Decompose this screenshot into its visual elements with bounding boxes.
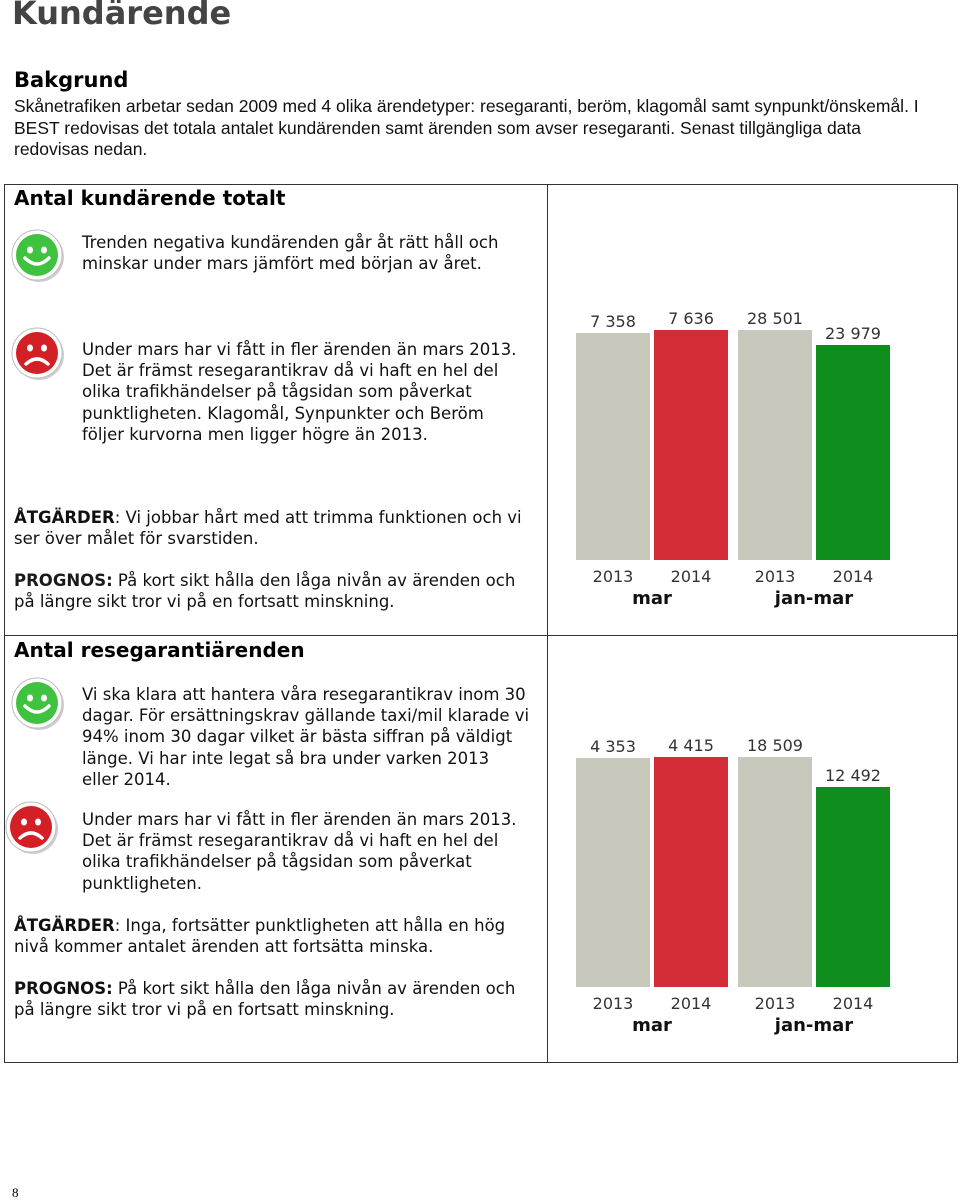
bar-value-label: 12 492 (825, 766, 881, 785)
group-label-jan-mar: jan-mar (774, 1015, 854, 1036)
forecast-paragraph: PROGNOS: På kort sikt hålla den låga niv… (14, 978, 534, 1020)
bar-jan-mar-2014 (816, 787, 890, 987)
section-resegaranti-title: Antal resegarantiärenden (14, 638, 305, 662)
section-total-title: Antal kundärende totalt (14, 186, 286, 210)
actions-label: ÅTGÄRDER (14, 508, 115, 527)
section-total-divider (547, 184, 548, 636)
happy-face-icon (11, 677, 64, 730)
forecast-paragraph: PROGNOS: På kort sikt hålla den låga niv… (14, 570, 534, 612)
forecast-label: PROGNOS: (14, 979, 113, 998)
negative-trend-text: Under mars har vi fått in fler ärenden ä… (82, 340, 517, 444)
actions-paragraph: ÅTGÄRDER: Vi jobbar hårt med att trimma … (14, 507, 534, 549)
bar-jan-mar-2013 (738, 330, 812, 560)
bar-value-label: 18 509 (747, 736, 803, 755)
bar-value-label: 28 501 (747, 309, 803, 328)
bar-year-label: 2014 (671, 567, 712, 586)
bar-value-label: 7 636 (668, 309, 714, 328)
section-resegaranti-box (4, 635, 958, 1063)
bar-year-label: 2014 (671, 994, 712, 1013)
actions-label: ÅTGÄRDER (14, 916, 115, 935)
chart-total-cases: 7 358 2013 7 636 2014 mar 28 501 2013 23 979 201… (576, 309, 890, 609)
chart-resegaranti-cases: 4 353 2013 4 415 2014 mar 18 509 2013 12 492 201… (576, 736, 890, 1036)
forecast-text: På kort sikt hålla den låga nivån av äre… (14, 571, 516, 612)
actions-text: : Vi jobbar hårt med att trimma funktion… (14, 508, 522, 549)
bar-mar-2014 (654, 757, 728, 987)
bar-year-label: 2013 (755, 994, 796, 1013)
bar-jan-mar-2013 (738, 757, 812, 987)
group-label-jan-mar: jan-mar (774, 588, 854, 609)
bar-year-label: 2013 (593, 567, 634, 586)
sad-face-icon (11, 327, 64, 380)
forecast-text: På kort sikt hålla den låga nivån av äre… (14, 979, 516, 1020)
page-title: Kundärende (12, 0, 232, 32)
bar-value-label: 4 353 (590, 737, 636, 756)
bar-mar-2013 (576, 758, 650, 987)
bar-year-label: 2013 (755, 567, 796, 586)
bar-value-label: 23 979 (825, 324, 881, 343)
bar-mar-2013 (576, 333, 650, 560)
page-number: 8 (12, 1185, 19, 1200)
bar-jan-mar-2014 (816, 345, 890, 560)
forecast-label: PROGNOS: (14, 571, 113, 590)
negative-trend-text: Under mars har vi fått in fler ärenden ä… (82, 810, 517, 893)
bar-mar-2014 (654, 330, 728, 560)
background-heading: Bakgrund (14, 68, 129, 92)
background-text: Skånetrafiken arbetar sedan 2009 med 4 o… (14, 96, 919, 159)
happy-face-icon (11, 229, 64, 282)
bar-year-label: 2014 (833, 994, 874, 1013)
actions-text: : Inga, fortsätter punktligheten att hål… (14, 916, 506, 957)
bar-year-label: 2014 (833, 567, 874, 586)
sad-face-icon (5, 801, 58, 854)
group-label-mar: mar (632, 588, 672, 609)
section-resegaranti-divider (547, 635, 548, 1063)
actions-paragraph: ÅTGÄRDER: Inga, fortsätter punktligheten… (14, 915, 534, 957)
bar-value-label: 7 358 (590, 312, 636, 331)
bar-value-label: 4 415 (668, 736, 714, 755)
bar-year-label: 2013 (593, 994, 634, 1013)
positive-trend-text: Vi ska klara att hantera våra resegarant… (82, 685, 530, 789)
positive-trend-text: Trenden negativa kundärenden går åt rätt… (82, 233, 499, 274)
group-label-mar: mar (632, 1015, 672, 1036)
